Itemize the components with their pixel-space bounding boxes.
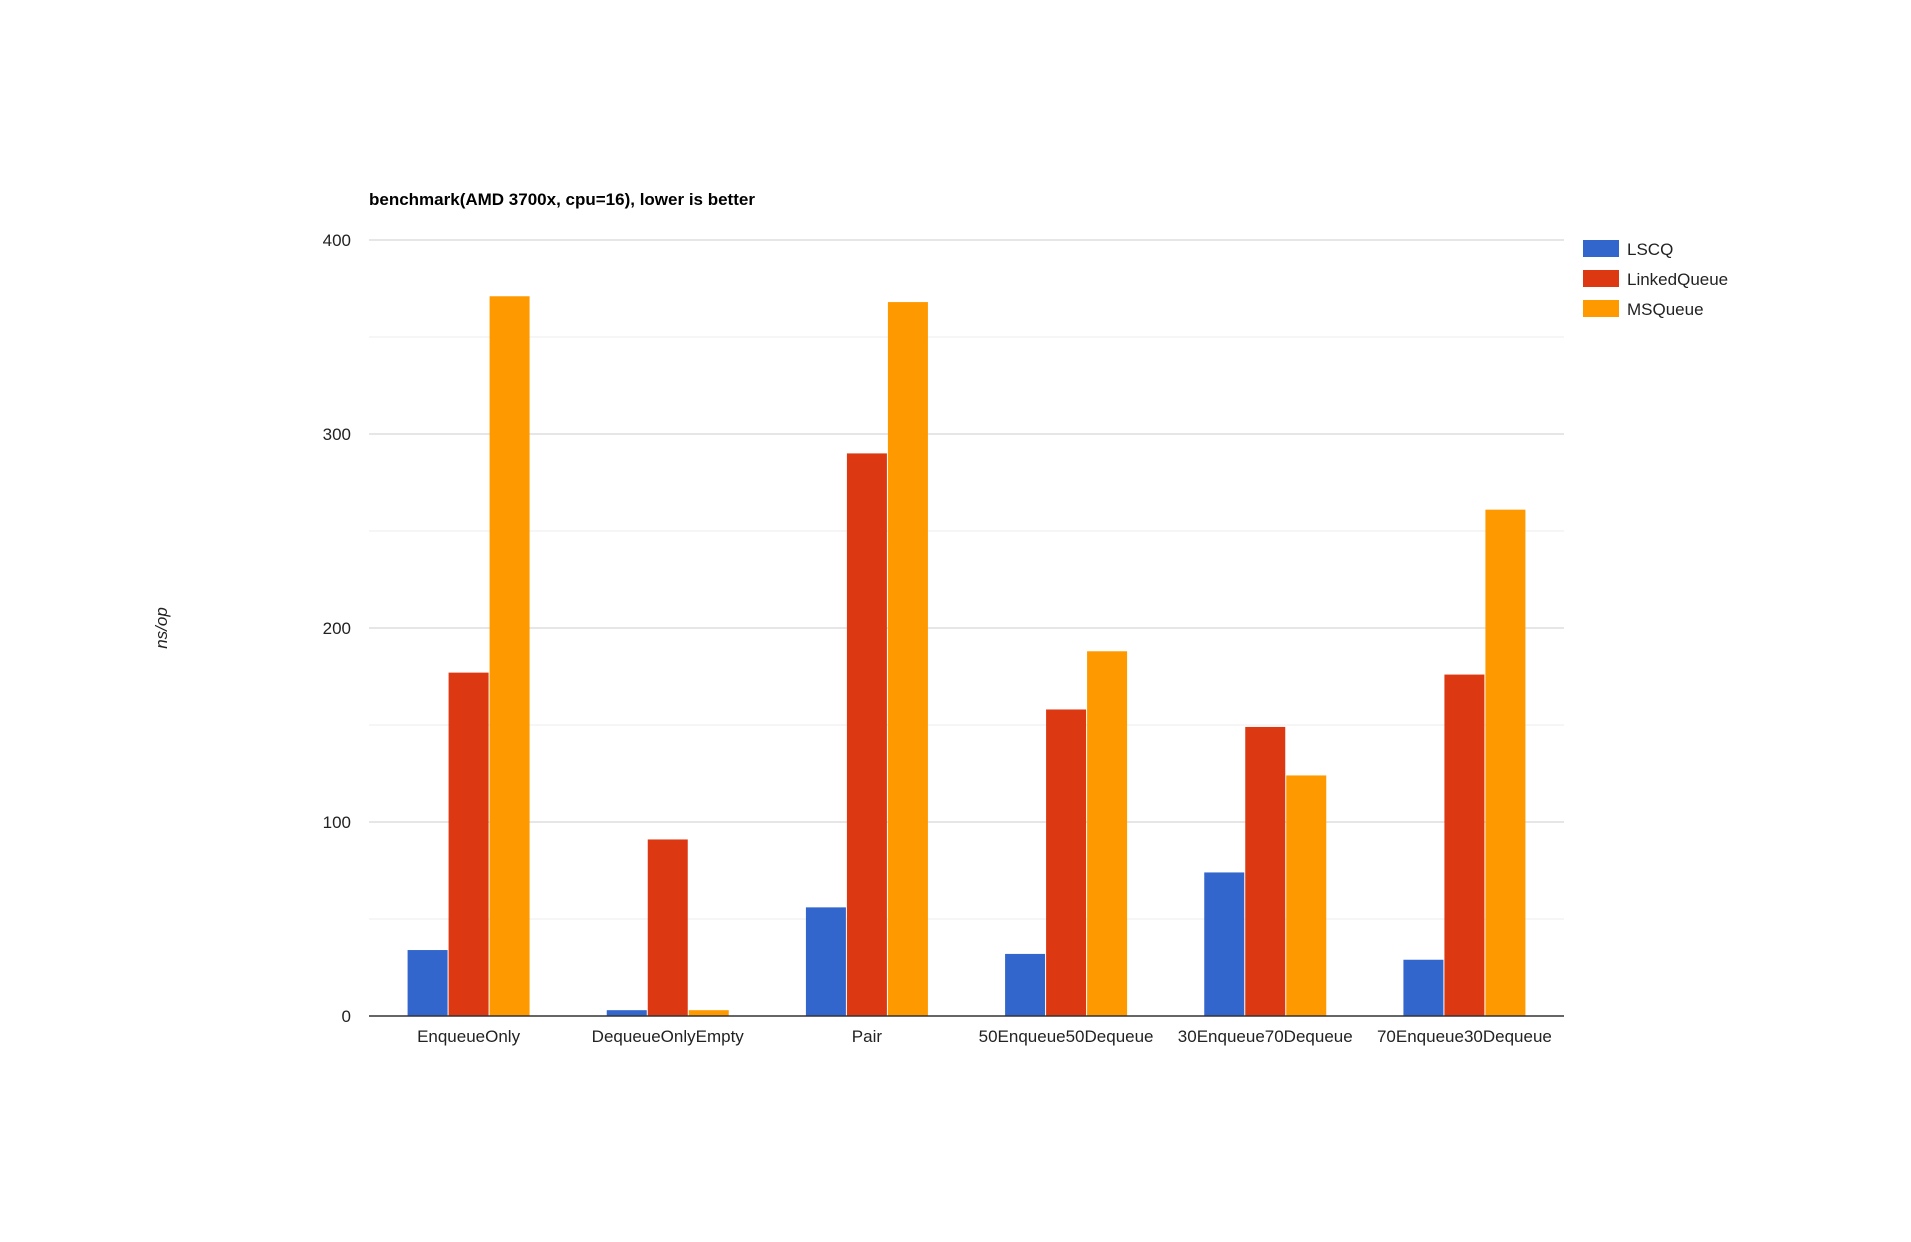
bar-lscq-30enqueue70dequeue bbox=[1204, 872, 1245, 1016]
y-tick-label: 100 bbox=[323, 813, 351, 832]
x-category-label: 30Enqueue70Dequeue bbox=[1178, 1027, 1353, 1046]
bar-msqueue-50enqueue50dequeue bbox=[1087, 651, 1128, 1016]
legend-label-lscq: LSCQ bbox=[1627, 240, 1673, 259]
chart-title: benchmark(AMD 3700x, cpu=16), lower is b… bbox=[369, 190, 755, 209]
legend-label-msqueue: MSQueue bbox=[1627, 300, 1704, 319]
bar-msqueue-enqueueonly bbox=[489, 296, 530, 1016]
y-axis-ticks: 0 100 200 300 400 bbox=[323, 231, 351, 1026]
x-category-label: DequeueOnlyEmpty bbox=[592, 1027, 745, 1046]
legend-label-linkedqueue: LinkedQueue bbox=[1627, 270, 1728, 289]
bar-linkedqueue-enqueueonly bbox=[448, 672, 489, 1016]
bar-msqueue-dequeueonlyempty bbox=[688, 1010, 729, 1016]
bar-msqueue-30enqueue70dequeue bbox=[1286, 775, 1327, 1016]
legend-swatch-lscq bbox=[1583, 240, 1619, 257]
legend: LSCQ LinkedQueue MSQueue bbox=[1583, 240, 1728, 319]
bar-lscq-dequeueonlyempty bbox=[606, 1010, 647, 1016]
legend-swatch-msqueue bbox=[1583, 300, 1619, 317]
bar-linkedqueue-70enqueue30dequeue bbox=[1444, 674, 1485, 1016]
bar-msqueue-70enqueue30dequeue bbox=[1485, 509, 1526, 1016]
x-category-label: 70Enqueue30Dequeue bbox=[1377, 1027, 1552, 1046]
legend-swatch-linkedqueue bbox=[1583, 270, 1619, 287]
bars bbox=[407, 296, 1526, 1017]
bar-linkedqueue-pair bbox=[846, 453, 887, 1016]
x-category-label: Pair bbox=[852, 1027, 883, 1046]
bar-linkedqueue-30enqueue70dequeue bbox=[1245, 726, 1286, 1016]
x-category-label: 50Enqueue50Dequeue bbox=[979, 1027, 1154, 1046]
y-tick-label: 0 bbox=[342, 1007, 351, 1026]
bar-lscq-enqueueonly bbox=[407, 950, 448, 1016]
gridlines bbox=[369, 239, 1564, 920]
y-tick-label: 400 bbox=[323, 231, 351, 250]
bar-lscq-70enqueue30dequeue bbox=[1403, 959, 1444, 1016]
y-tick-label: 300 bbox=[323, 425, 351, 444]
x-axis-categories: EnqueueOnly DequeueOnlyEmpty Pair 50Enqueue… bbox=[417, 1027, 1552, 1046]
bar-lscq-pair bbox=[805, 907, 846, 1016]
bar-msqueue-pair bbox=[887, 302, 928, 1017]
y-tick-label: 200 bbox=[323, 619, 351, 638]
bar-linkedqueue-50enqueue50dequeue bbox=[1046, 709, 1087, 1016]
bar-linkedqueue-dequeueonlyempty bbox=[647, 839, 688, 1016]
y-axis-label: ns/op bbox=[152, 607, 171, 649]
bar-lscq-50enqueue50dequeue bbox=[1005, 953, 1046, 1016]
x-category-label: EnqueueOnly bbox=[417, 1027, 521, 1046]
